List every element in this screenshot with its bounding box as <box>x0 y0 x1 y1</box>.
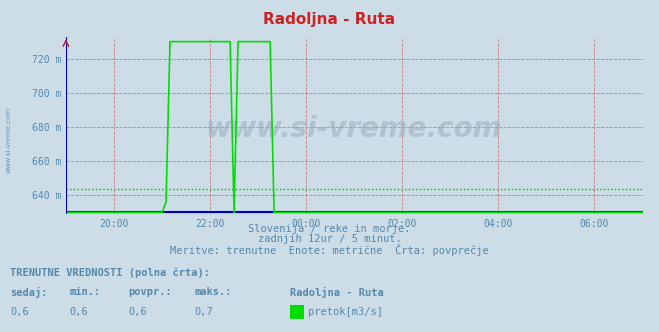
Text: Slovenija / reke in morje.: Slovenija / reke in morje. <box>248 224 411 234</box>
Text: Radoljna - Ruta: Radoljna - Ruta <box>264 12 395 27</box>
Text: 0,6: 0,6 <box>69 307 88 317</box>
Text: www.si-vreme.com: www.si-vreme.com <box>5 106 12 173</box>
Text: 0,6: 0,6 <box>10 307 28 317</box>
Text: min.:: min.: <box>69 287 100 297</box>
Text: Radoljna - Ruta: Radoljna - Ruta <box>290 287 384 298</box>
Text: 0,6: 0,6 <box>129 307 147 317</box>
Text: www.si-vreme.com: www.si-vreme.com <box>206 115 502 143</box>
Text: maks.:: maks.: <box>194 287 232 297</box>
Text: povpr.:: povpr.: <box>129 287 172 297</box>
Text: 0,7: 0,7 <box>194 307 213 317</box>
Text: pretok[m3/s]: pretok[m3/s] <box>308 307 383 317</box>
Text: zadnjih 12ur / 5 minut.: zadnjih 12ur / 5 minut. <box>258 234 401 244</box>
Text: TRENUTNE VREDNOSTI (polna črta):: TRENUTNE VREDNOSTI (polna črta): <box>10 267 210 278</box>
Text: sedaj:: sedaj: <box>10 287 47 298</box>
Text: Meritve: trenutne  Enote: metrične  Črta: povprečje: Meritve: trenutne Enote: metrične Črta: … <box>170 244 489 256</box>
